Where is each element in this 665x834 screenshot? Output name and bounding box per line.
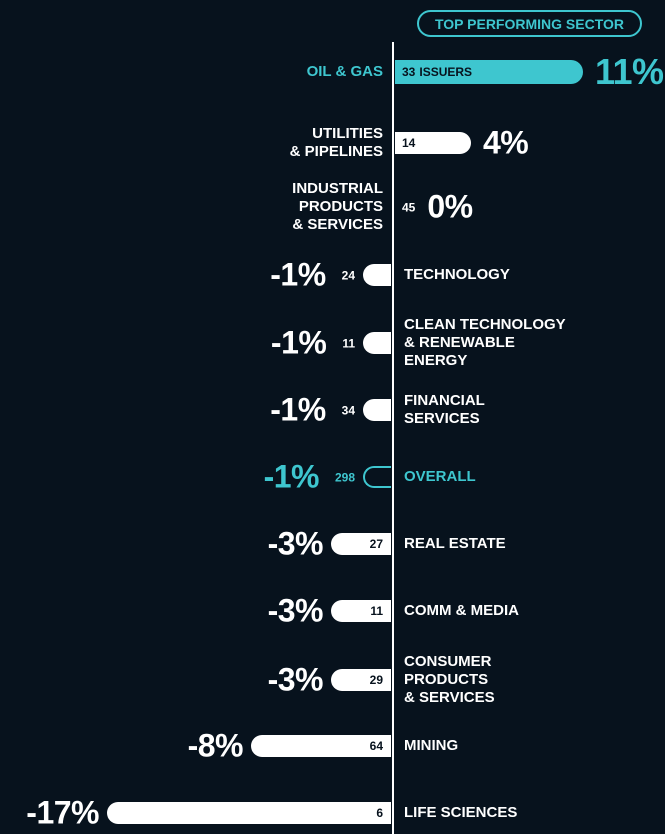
- issuer-count: 27: [369, 537, 383, 551]
- issuer-count: 34: [341, 403, 355, 417]
- issuer-count: 11: [342, 336, 355, 350]
- category-label: TECHNOLOGY: [404, 266, 510, 283]
- value-group: -3%: [267, 661, 324, 699]
- count-group: 33 ISSUERS: [402, 65, 472, 79]
- axis-line: [392, 42, 394, 834]
- category-label: LIFE SCIENCES: [404, 804, 518, 821]
- category-label: CLEAN TECHNOLOGY & RENEWABLE ENERGY: [404, 316, 566, 369]
- issuer-count: 29: [369, 673, 383, 687]
- value-label: 0%: [427, 188, 473, 225]
- issuer-count: 24: [341, 268, 355, 282]
- value-label: -1%: [263, 458, 320, 495]
- issuer-count: 64: [369, 739, 383, 753]
- value-label: -1%: [270, 391, 326, 428]
- value-label: 4%: [483, 124, 529, 161]
- bar: [363, 264, 391, 286]
- issuer-unit: ISSUERS: [419, 65, 473, 79]
- bar: [331, 669, 391, 691]
- bar: [395, 132, 471, 154]
- value-group: -1% 24: [270, 257, 355, 294]
- value-group: -1% 11: [271, 325, 355, 362]
- count-group: 14: [402, 136, 415, 150]
- value-group: -17%: [26, 795, 99, 832]
- issuer-count: 45: [402, 200, 416, 214]
- category-label: CONSUMER PRODUCTS & SERVICES: [404, 653, 495, 706]
- category-label: REAL ESTATE: [404, 535, 506, 552]
- bar: [363, 332, 391, 354]
- badge: TOP PERFORMING SECTOR: [417, 10, 642, 37]
- value-label: 11%: [595, 51, 664, 92]
- value-label: -1%: [270, 324, 327, 361]
- category-label: MINING: [404, 737, 459, 754]
- issuer-count: 298: [334, 470, 355, 484]
- category-label: INDUSTRIAL PRODUCTS & SERVICES: [292, 180, 383, 233]
- category-label: UTILITIES & PIPELINES: [289, 125, 383, 160]
- bar: [331, 600, 391, 622]
- bar: [363, 466, 391, 488]
- value-label: -3%: [267, 525, 324, 562]
- bar: [331, 533, 391, 555]
- bar: [363, 399, 391, 421]
- value-group: -1% 34: [270, 392, 355, 429]
- value-group: 45 0%: [402, 189, 473, 226]
- issuer-count: 14: [402, 136, 416, 150]
- issuer-count: 6: [376, 806, 383, 820]
- value-label: -8%: [187, 727, 244, 764]
- bar: [251, 735, 391, 757]
- value-group: -3%: [267, 592, 324, 630]
- bar: [107, 802, 391, 824]
- value-label: -3%: [267, 592, 324, 629]
- category-label: OVERALL: [404, 468, 476, 485]
- value-label: -1%: [270, 256, 326, 293]
- issuer-count: 33: [402, 65, 416, 79]
- value-label: -17%: [26, 794, 99, 831]
- value-group: -1% 298: [264, 459, 355, 496]
- value-group: -8%: [187, 727, 244, 765]
- value-group: -3%: [267, 525, 324, 563]
- bar: [395, 60, 583, 84]
- category-label: OIL & GAS: [306, 63, 383, 80]
- value-label: -3%: [267, 661, 324, 698]
- issuer-count: 11: [370, 604, 383, 618]
- category-label: FINANCIAL SERVICES: [404, 392, 485, 427]
- category-label: COMM & MEDIA: [404, 602, 519, 619]
